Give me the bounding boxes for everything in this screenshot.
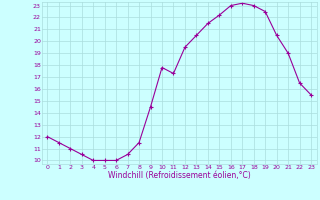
X-axis label: Windchill (Refroidissement éolien,°C): Windchill (Refroidissement éolien,°C) <box>108 171 251 180</box>
